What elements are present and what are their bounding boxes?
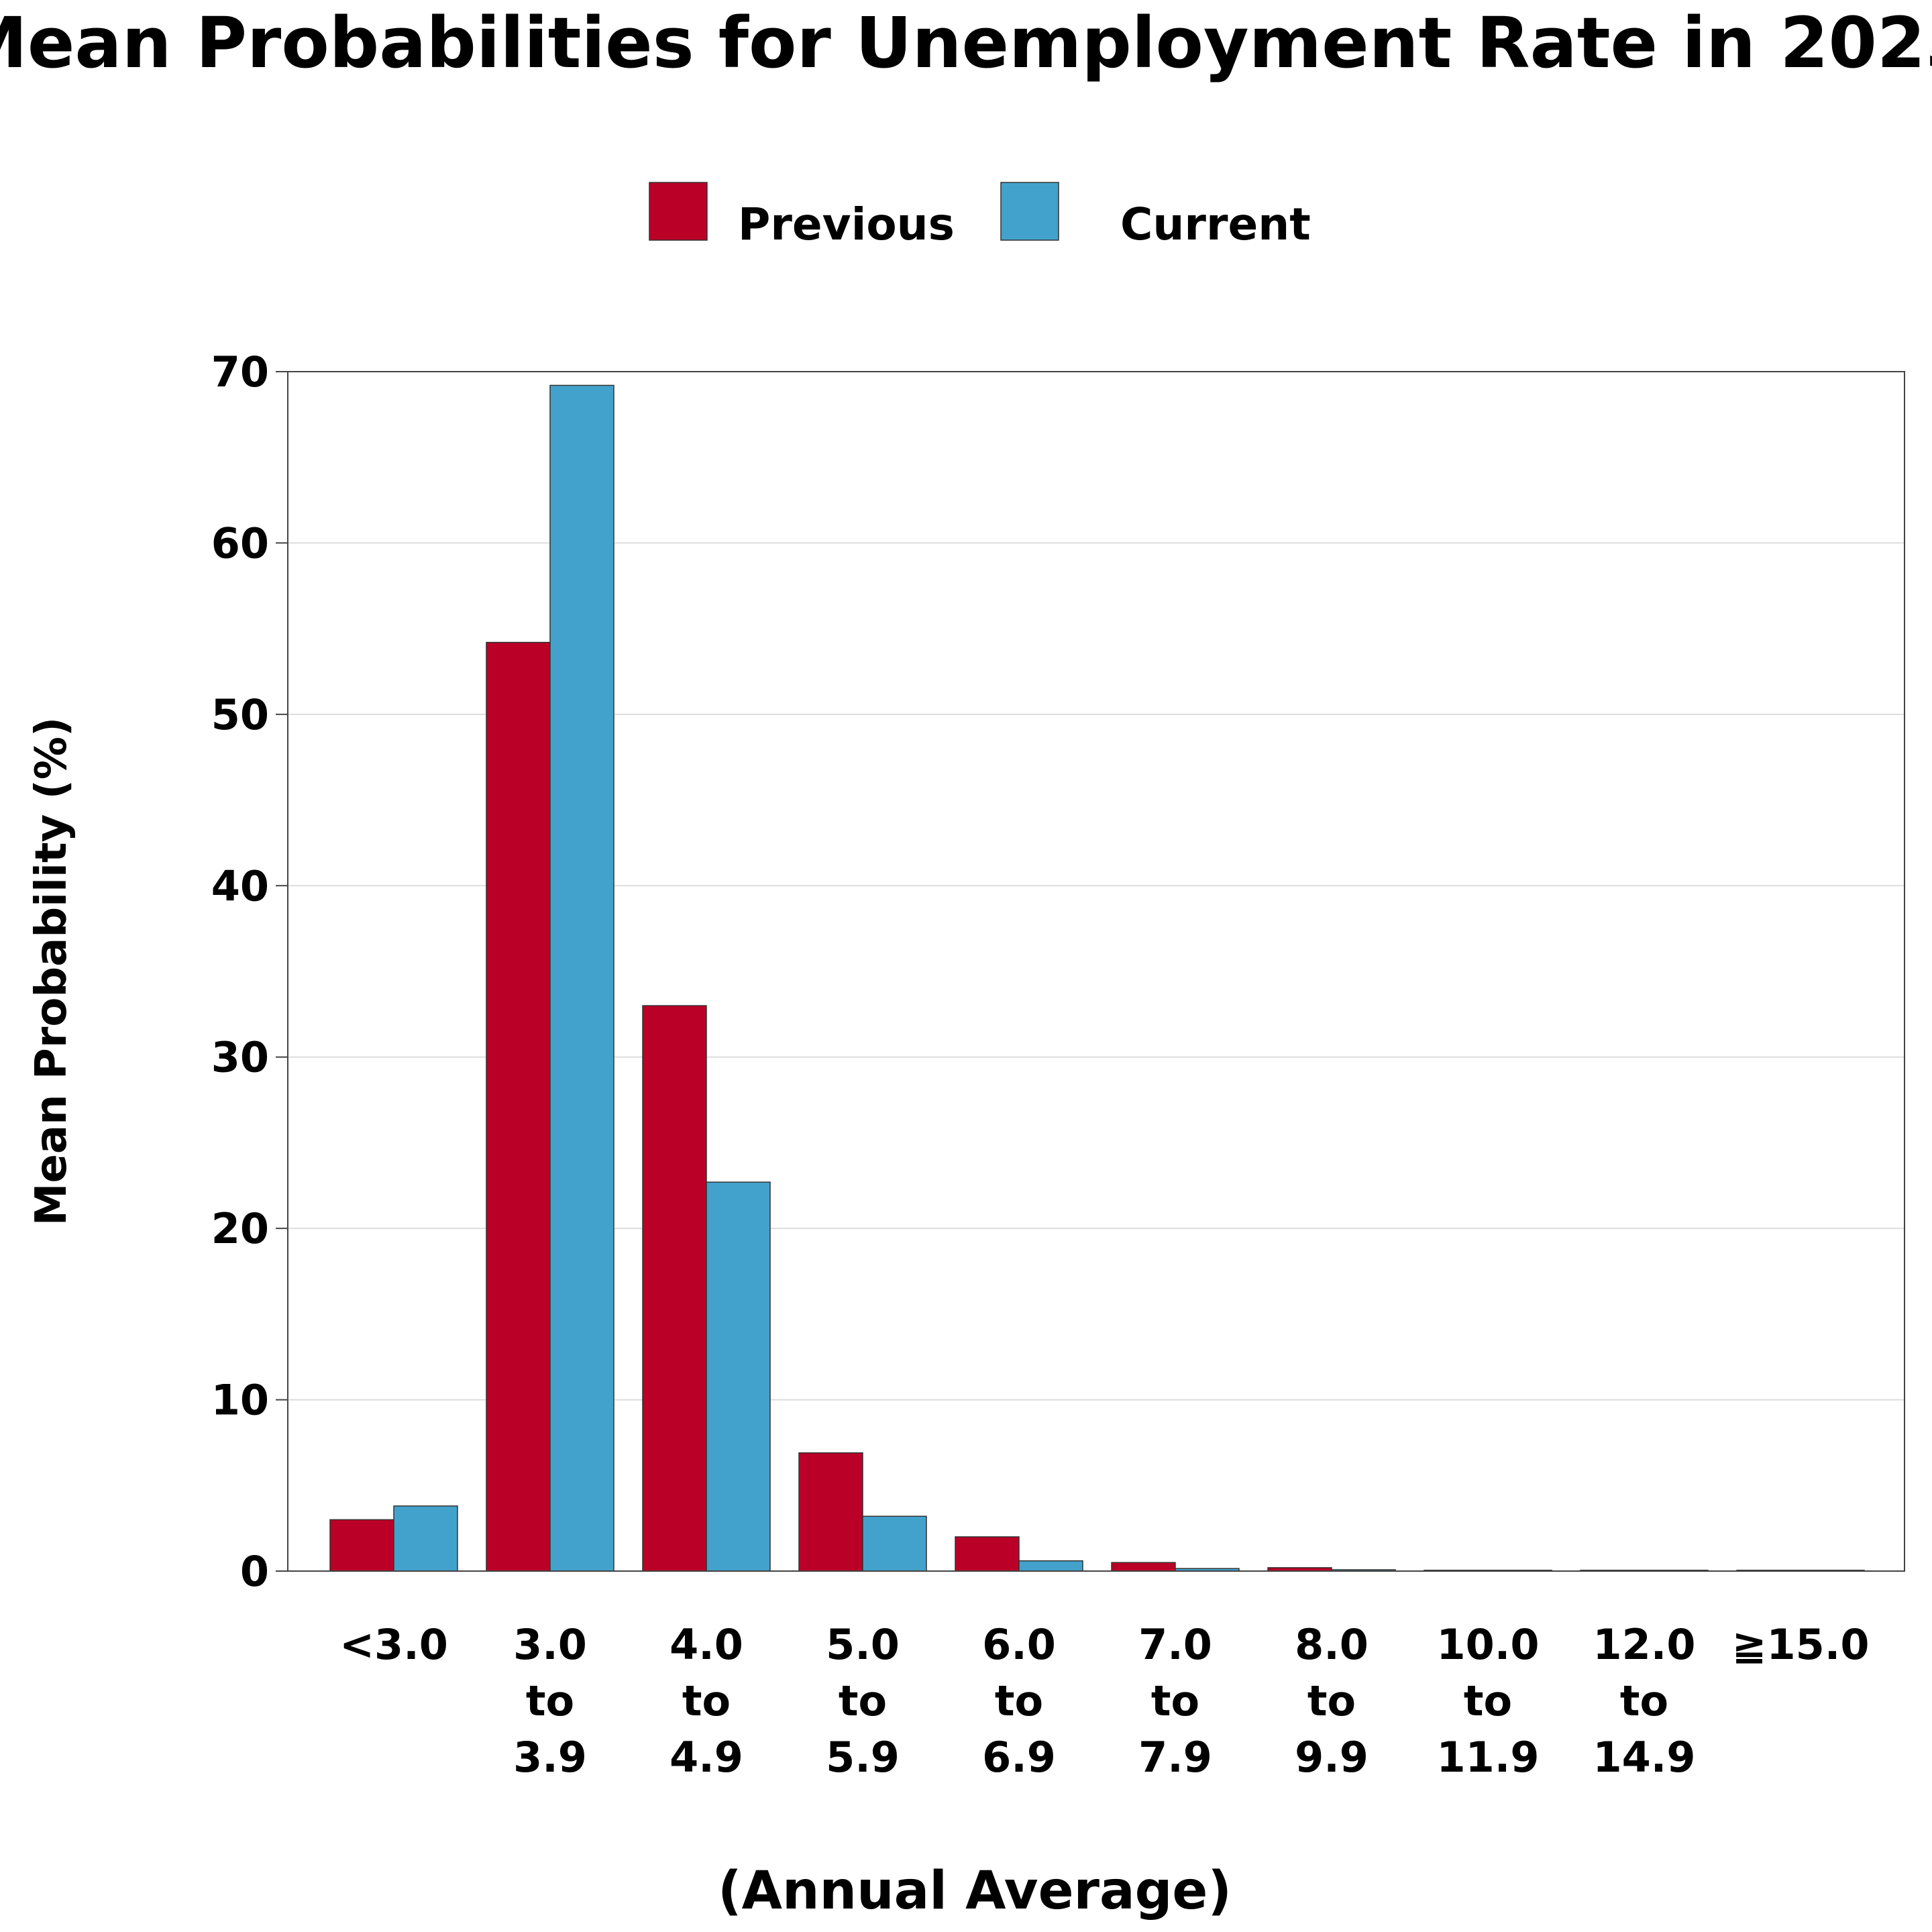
x-tick-label: to — [1620, 1676, 1668, 1725]
x-tick-label: 8.0 — [1295, 1620, 1368, 1669]
plot-frame — [287, 371, 1905, 1572]
x-tick-label: to — [1464, 1676, 1512, 1725]
y-tick-label: 10 — [211, 1376, 269, 1425]
x-tick-label: to — [995, 1676, 1043, 1725]
bars — [329, 384, 1865, 1572]
x-tick-label: 3.0 — [513, 1620, 587, 1669]
x-tick-label: 12.0 — [1593, 1620, 1696, 1669]
bar-previous-5 — [1111, 1562, 1176, 1572]
y-tick-label: 40 — [211, 861, 269, 910]
bar-current-0 — [393, 1505, 458, 1572]
y-tick-label: 0 — [240, 1547, 269, 1596]
x-tick-label: 7.0 — [1138, 1620, 1212, 1669]
x-tick-label: 3.9 — [513, 1733, 587, 1782]
bar-previous-4 — [955, 1536, 1020, 1572]
bar-previous-0 — [329, 1519, 394, 1572]
x-tick-label: ≧15.0 — [1732, 1620, 1870, 1669]
y-tick-label: 20 — [211, 1204, 269, 1253]
y-tick-label: 60 — [211, 519, 269, 568]
x-tick-label: <3.0 — [339, 1620, 448, 1669]
y-tick-label: 70 — [211, 347, 269, 396]
bar-previous-1 — [486, 641, 551, 1572]
x-tick-label: 5.9 — [826, 1733, 900, 1782]
x-tick-label: 4.9 — [669, 1733, 743, 1782]
x-tick-label: 6.9 — [982, 1733, 1056, 1782]
chart-title: Mean Probabilities for Unemployment Rate… — [0, 2, 1932, 84]
x-tick-label: 11.9 — [1437, 1733, 1540, 1782]
legend-label-previous: Previous — [738, 199, 955, 250]
y-tick-label: 50 — [211, 690, 269, 739]
x-tick-label: to — [1307, 1676, 1356, 1725]
legend-swatch-current — [1000, 182, 1059, 241]
x-tick-label: 4.0 — [669, 1620, 743, 1669]
bar-current-2 — [706, 1181, 771, 1572]
bar-current-1 — [549, 384, 614, 1572]
x-tick-label: to — [839, 1676, 887, 1725]
x-tick-label: to — [1151, 1676, 1199, 1725]
x-tick-label: 9.9 — [1295, 1733, 1368, 1782]
y-axis-ticks: 0 10 20 30 40 50 60 70 — [211, 347, 288, 1596]
bar-current-4 — [1018, 1560, 1083, 1572]
legend: Previous Current — [649, 182, 1311, 250]
x-axis-ticks: <3.0 3.0 to 3.9 4.0 to 4.9 5.0 to 5.9 6.0 to 6.9 7.0 t… — [339, 1620, 1869, 1782]
x-tick-label: to — [682, 1676, 731, 1725]
y-tick-label: 30 — [211, 1033, 269, 1082]
bar-current-3 — [862, 1515, 927, 1572]
bar-previous-3 — [798, 1452, 863, 1572]
x-tick-label: 14.9 — [1593, 1733, 1696, 1782]
x-tick-label: 7.9 — [1138, 1733, 1212, 1782]
legend-swatch-previous — [649, 182, 708, 241]
x-axis-label: (Annual Average) — [718, 1861, 1232, 1921]
x-tick-label: 6.0 — [982, 1620, 1056, 1669]
x-tick-label: to — [526, 1676, 574, 1725]
x-tick-label: 5.0 — [826, 1620, 900, 1669]
x-tick-label: 10.0 — [1437, 1620, 1540, 1669]
bar-previous-2 — [642, 1005, 707, 1572]
y-axis-label: Mean Probability (%) — [27, 717, 76, 1226]
legend-label-current: Current — [1120, 199, 1311, 250]
